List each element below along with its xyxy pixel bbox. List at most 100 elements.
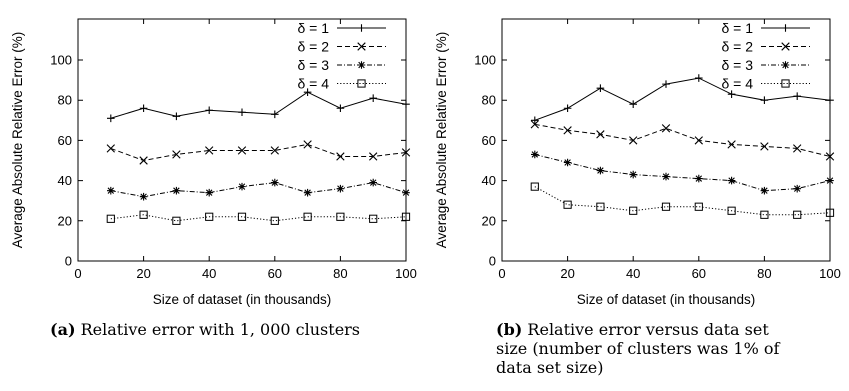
legend-label-1: δ = 1 [721,20,753,36]
series-4-point [139,210,148,219]
series-2 [530,120,835,161]
series-3-point [596,166,605,175]
series-4-point [530,182,539,191]
series-4-point [694,202,703,211]
series-1-point [596,84,605,92]
chart-panel-b: 0 20 40 60 80 100 0 20 40 60 80 100 Size of dataset … [424,0,848,391]
series-2-point [270,146,279,155]
series-3-point [727,176,736,185]
legend-marker-2 [357,42,366,51]
series-4-point [825,208,835,217]
legend-marker-4 [781,79,790,88]
series-1-point [662,80,670,88]
y-axis-label: Average Absolute Relative Error (%) [434,32,449,249]
y-tick-label: 60 [482,133,496,148]
series-4-point [661,202,671,211]
y-tick-label: 100 [474,53,496,68]
series-4-point [563,200,572,209]
series-2-point [629,136,638,145]
y-tick-label: 20 [482,213,496,228]
series-2-point [530,120,539,129]
series-4-point [629,206,638,215]
legend-marker-3 [781,61,790,69]
series-1-point [695,74,703,82]
legend-label-2: δ = 2 [721,39,753,55]
series-3-point [238,182,246,191]
series-2-point [727,140,736,149]
x-tick-label: 0 [74,266,81,281]
series-2-point [205,146,214,155]
series-4-point [369,214,378,223]
x-tick-label: 60 [692,266,706,281]
series-1-line [534,77,831,121]
x-tick-label: 20 [136,266,150,281]
series-2-point [106,144,115,153]
series-2-point [303,140,312,149]
series-3-point [205,188,213,197]
x-tick-label: 60 [268,266,282,281]
y-tick-label: 40 [482,173,496,188]
series-3-point [662,172,670,181]
series-1-point [238,108,246,117]
x-tick-label: 100 [819,266,841,281]
series-2-point [172,150,181,159]
caption-a: (a) Relative error with 1, 000 clusters [50,320,410,339]
series-1-point [793,92,801,100]
caption-b-tag: (b) [496,320,523,339]
series-4 [106,210,411,225]
series-2-point [401,148,411,157]
series-3-point [793,184,801,193]
series-4-point [793,210,802,219]
series-4-line [110,214,407,222]
series-1-point [139,104,148,113]
series-1-point [531,116,539,125]
legend-label-2: δ = 2 [297,39,329,55]
x-tick-label: 0 [498,266,505,281]
series-1-point [826,96,834,104]
series-3-point [172,186,181,195]
series-3-point [531,150,539,159]
x-tick-label: 40 [626,266,640,281]
series-4-point [237,212,247,221]
series-1-point [303,88,312,96]
line-chart-a: 0 20 40 60 80 100 0 20 40 60 80 100 Size of dataset … [10,18,417,307]
series-2-point [336,152,345,161]
series-2-point [563,126,572,135]
series-2-point [825,152,835,161]
x-axis-label: Size of dataset (in thousands) [153,292,332,307]
series-2-point [139,156,148,165]
series-1-point [402,100,410,109]
caption-a-text: Relative error with 1, 000 clusters [80,320,361,339]
y-tick-label: 100 [50,53,72,68]
series-4-point [106,214,115,223]
x-tick-label: 100 [395,266,417,281]
series-4-point [596,202,605,211]
y-tick-label: 80 [482,93,496,108]
y-tick-label: 40 [58,173,72,188]
legend-marker-1 [357,24,366,32]
series-3-point [303,188,312,197]
series-1-point [727,90,736,98]
y-tick-label: 0 [65,254,72,269]
y-tick-label: 0 [489,254,496,269]
legend-marker-2 [781,42,790,51]
series-2-point [760,142,769,151]
caption-b: (b) Relative error versus data set size … [496,320,796,377]
series-3-point [563,158,572,167]
line-chart-b: 0 20 40 60 80 100 0 20 40 60 80 100 Size of dataset … [434,18,841,307]
series-3-line [534,153,831,192]
series-2 [106,140,411,165]
series-4-point [270,216,279,225]
legend-label-3: δ = 3 [297,57,329,73]
series-3-point [336,184,345,193]
legend-label-4: δ = 4 [297,76,329,92]
legend-label-4: δ = 4 [721,76,753,92]
x-tick-label: 80 [757,266,771,281]
x-axis-label: Size of dataset (in thousands) [577,292,756,307]
series-4-point [401,212,411,221]
series-1-point [271,110,279,119]
x-tick-label: 20 [560,266,574,281]
y-tick-label: 60 [58,133,72,148]
series-1-point [629,100,637,109]
plot-frame [501,18,831,262]
